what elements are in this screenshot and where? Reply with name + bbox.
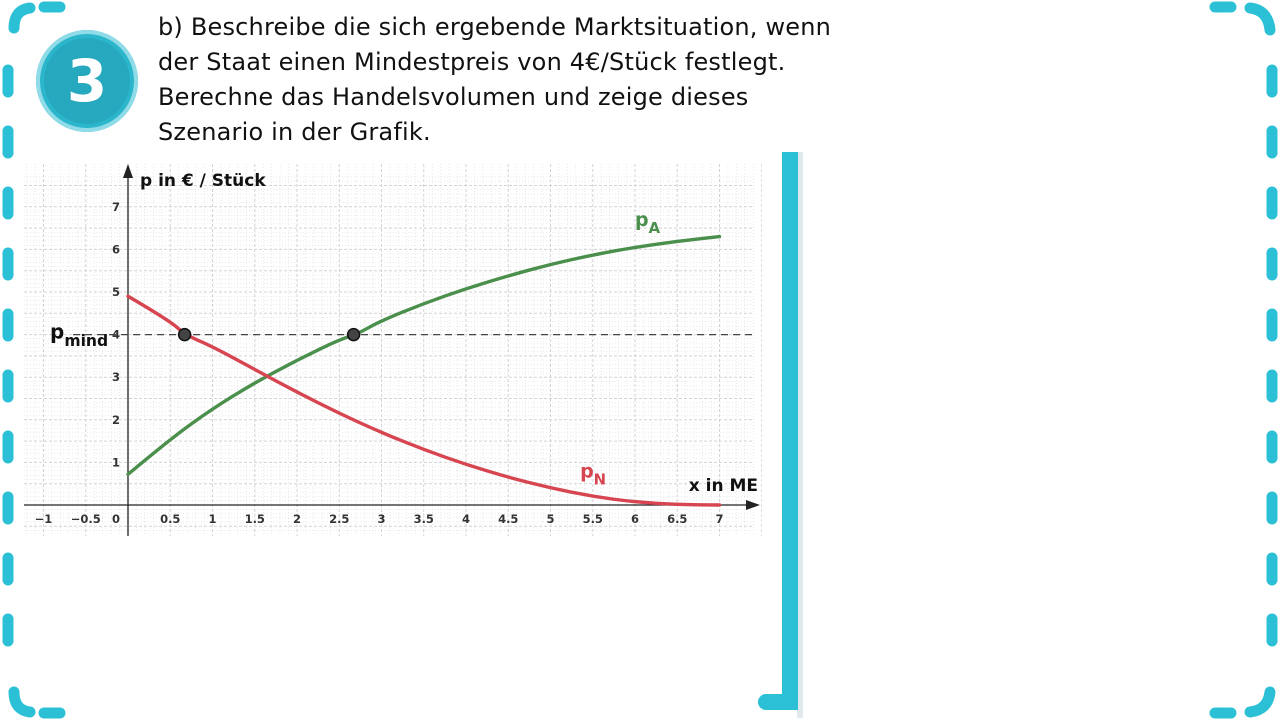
supply-curve <box>126 234 722 477</box>
x-tick-label: 5.5 <box>583 512 603 526</box>
x-tick-label: 5 <box>546 512 554 526</box>
y-tick-label: 3 <box>112 370 120 384</box>
x-axis-title: x in ME <box>689 476 758 496</box>
x-tick-label: 6 <box>631 512 639 526</box>
demand-curve <box>126 294 722 507</box>
y-axis-title: p in € / Stück <box>140 171 266 191</box>
x-tick-label: 4.5 <box>498 512 518 526</box>
x-tick-label: 1 <box>208 512 216 526</box>
task-line: b) Beschreibe die sich ergebende Marktsi… <box>158 13 832 41</box>
task-number: 3 <box>44 38 130 124</box>
grid <box>24 164 762 536</box>
x-tick-label: 6.5 <box>667 512 687 526</box>
supply-curve-label: pA <box>635 209 661 237</box>
y-tick-label: 6 <box>112 242 120 256</box>
y-tick-label: 5 <box>112 285 120 299</box>
x-tick-label: 0 <box>112 512 120 526</box>
reference-line-label: pmind <box>50 320 108 351</box>
x-tick-label: 0.5 <box>160 512 180 526</box>
task-text: b) Beschreibe die sich ergebende Marktsi… <box>158 10 918 150</box>
x-tick-label: 2.5 <box>329 512 349 526</box>
x-tick-label: 3.5 <box>414 512 434 526</box>
y-tick-label: 7 <box>112 200 120 214</box>
task-line: der Staat einen Mindestpreis von 4€/Stüc… <box>158 48 786 76</box>
x-tick-label: 3 <box>377 512 385 526</box>
x-tick-label: 7 <box>715 512 723 526</box>
demand-curve-label: pN <box>580 460 606 488</box>
bar-shadow <box>797 152 803 718</box>
y-axis-arrow <box>123 164 133 178</box>
x-tick-label: −1 <box>35 512 53 526</box>
x-tick-label: 2 <box>293 512 301 526</box>
y-tick-label: 2 <box>112 413 120 427</box>
x-tick-label: 4 <box>462 512 470 526</box>
market-chart: −1 −0.5 0 0.5 1 1.5 2 2.5 3 3.5 4 4.5 5 5.5 6 6.5 712345… <box>24 164 762 536</box>
y-tick-label: 1 <box>112 455 120 469</box>
x-tick-label: 1.5 <box>245 512 265 526</box>
x-axis-arrow <box>746 500 760 510</box>
intersection-point <box>177 327 192 342</box>
x-tick-label: −0.5 <box>71 512 101 526</box>
task-number-badge: 3 <box>36 30 138 132</box>
accent-bar <box>782 152 798 708</box>
intersection-point <box>346 327 361 342</box>
accent-bar-foot <box>758 694 798 710</box>
task-line: Szenario in der Grafik. <box>158 118 431 146</box>
task-line: Berechne das Handelsvolumen und zeige di… <box>158 83 749 111</box>
